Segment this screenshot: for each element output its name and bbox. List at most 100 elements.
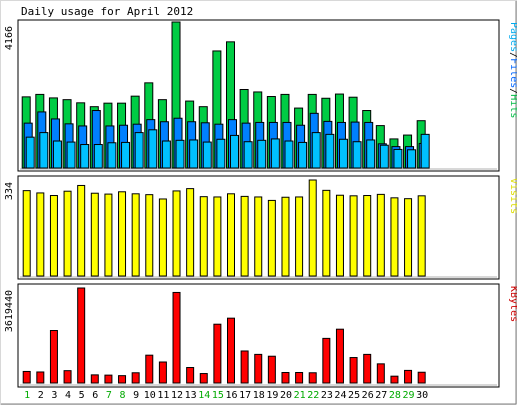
bar-visits: [240, 195, 249, 277]
bar-visits: [227, 193, 235, 277]
bar-pages: [298, 141, 308, 169]
x-tick-label: 24: [334, 390, 346, 401]
x-tick-label: 23: [321, 390, 333, 401]
panel-legend: KBytes: [508, 286, 517, 322]
panel-max-label: 4166: [4, 26, 15, 50]
bar-pages: [39, 132, 49, 169]
x-tick-label: 3: [51, 390, 57, 401]
bar-pages: [379, 144, 389, 169]
legend-entry: Files: [508, 58, 517, 88]
bar-kbytes: [158, 361, 167, 384]
bar-visits: [131, 193, 140, 277]
bar-visits: [213, 196, 222, 277]
bar-kbytes: [240, 350, 249, 384]
x-tick-label: 2: [38, 390, 44, 401]
x-tick-label: 19: [266, 390, 278, 401]
x-tick-label: 16: [225, 390, 237, 401]
bar-kbytes: [49, 330, 58, 384]
bar-pages: [393, 148, 403, 169]
bar-pages: [338, 138, 348, 169]
bar-pages: [311, 132, 321, 169]
panel-max-label: 3619440: [4, 290, 15, 332]
bar-pages: [325, 133, 335, 169]
bar-visits: [172, 190, 181, 277]
x-tick-label: 22: [307, 390, 319, 401]
legend-entry: KBytes: [508, 286, 517, 322]
bar-visits: [63, 190, 72, 277]
bar-pages: [161, 140, 171, 169]
x-tick-label: 8: [120, 390, 126, 401]
bar-pages: [243, 141, 253, 169]
bar-visits: [417, 195, 426, 277]
bar-visits: [376, 193, 385, 277]
bar-visits: [254, 196, 263, 277]
bar-visits: [158, 198, 167, 277]
bar-kbytes: [390, 375, 399, 384]
bar-kbytes: [118, 375, 127, 384]
bar-pages: [366, 139, 376, 169]
x-tick-label: 10: [144, 390, 156, 401]
bar-visits: [363, 195, 372, 277]
bar-pages: [189, 139, 199, 169]
bar-kbytes: [199, 373, 208, 384]
bar-kbytes: [186, 367, 195, 384]
legend-entry: /: [508, 52, 517, 58]
legend-entry: Hits: [508, 94, 517, 118]
bar-kbytes: [254, 353, 263, 384]
bar-pages: [52, 140, 62, 169]
bar-kbytes: [404, 369, 413, 384]
x-tick-label: 12: [171, 390, 183, 401]
bar-visits: [49, 195, 58, 277]
x-tick-label: 28: [389, 390, 401, 401]
bar-kbytes: [90, 374, 99, 384]
legend-entry: Pages: [508, 22, 517, 52]
x-tick-label: 5: [79, 390, 85, 401]
bar-visits: [349, 195, 358, 277]
x-tick-label: 20: [280, 390, 292, 401]
bar-kbytes: [36, 371, 45, 384]
bar-kbytes: [322, 337, 331, 384]
bar-visits: [90, 192, 99, 277]
bar-kbytes: [349, 357, 358, 384]
chart-panels: 4166Pages/Files/Hits334Visits3619440KByt…: [4, 19, 517, 388]
panel-kbytes: 3619440 KBytes: [4, 283, 517, 388]
bar-pages: [420, 133, 430, 169]
bar-kbytes: [417, 371, 426, 384]
panel-visits: 334 Visits: [4, 175, 517, 280]
bar-pages: [121, 141, 131, 169]
x-tick-label: 1: [24, 390, 30, 401]
chart-title: Daily usage for April 2012: [21, 5, 193, 18]
bar-kbytes: [267, 355, 276, 384]
legend-entry: /: [508, 88, 517, 94]
bar-visits: [267, 199, 276, 277]
x-tick-label: 25: [348, 390, 360, 401]
bar-kbytes: [131, 372, 140, 384]
x-tick-label: 21: [294, 390, 306, 401]
bar-visits: [145, 194, 154, 277]
bar-kbytes: [308, 372, 317, 384]
bar-pages: [352, 141, 362, 169]
bar-visits: [390, 197, 399, 277]
bar-pages: [107, 142, 117, 169]
bar-kbytes: [172, 291, 181, 384]
x-tick-label: 30: [416, 390, 428, 401]
x-tick-label: 13: [185, 390, 197, 401]
x-tick-label: 26: [362, 390, 374, 401]
x-tick-label: 6: [92, 390, 98, 401]
bar-pages: [80, 144, 90, 169]
bar-pages: [175, 139, 185, 169]
bar-pages: [270, 138, 280, 169]
bar-visits: [281, 196, 290, 277]
bar-visits: [308, 179, 317, 277]
bar-pages: [134, 132, 144, 169]
bar-visits: [404, 198, 413, 277]
x-tick-label: 9: [133, 390, 139, 401]
x-tick-label: 27: [375, 390, 387, 401]
bar-kbytes: [227, 317, 235, 384]
bar-kbytes: [281, 372, 290, 384]
x-tick-label: 14: [198, 390, 210, 401]
bar-pages: [25, 136, 35, 169]
bar-pages: [93, 144, 103, 169]
legend-entry: Visits: [508, 178, 517, 214]
